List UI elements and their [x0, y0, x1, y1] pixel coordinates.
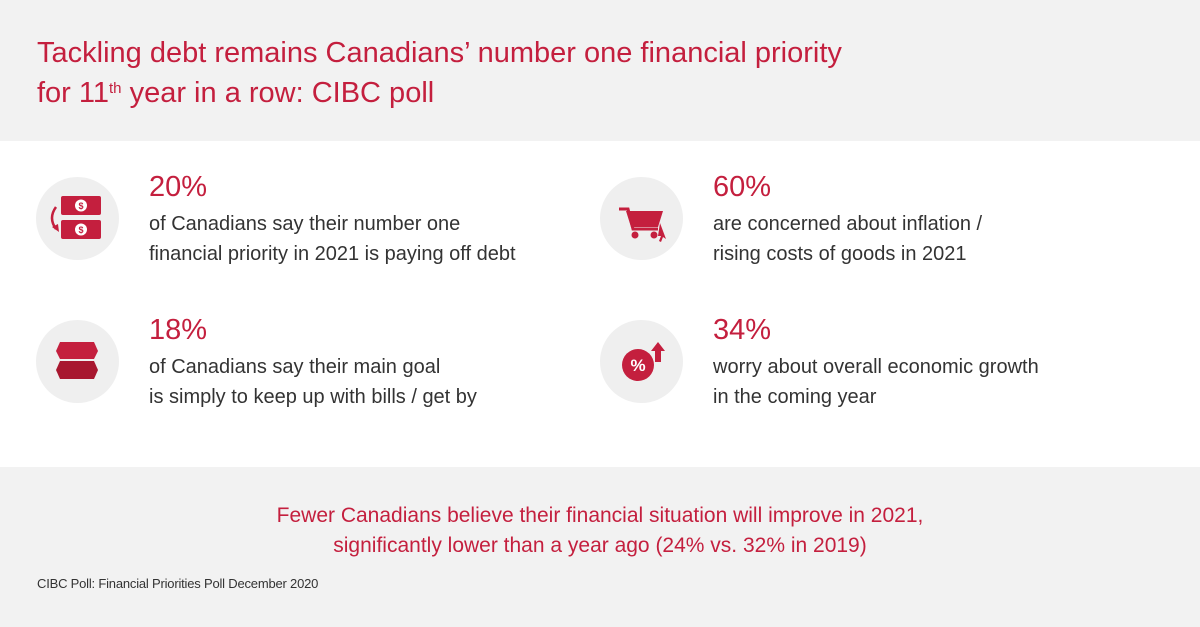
- stat-description: worry about overall economic growth in t…: [713, 352, 1153, 412]
- stat-value: 34%: [713, 314, 772, 346]
- header-panel: Tackling debt remains Canadians’ number …: [0, 0, 1200, 141]
- svg-text:%: %: [630, 356, 645, 375]
- stat-value: 18%: [149, 314, 208, 346]
- shopping-cart-icon: [600, 177, 683, 260]
- stat-description-line-1: worry about overall economic growth: [713, 356, 1039, 378]
- callout-line-2: significantly lower than a year ago (24%…: [333, 534, 867, 557]
- callout-line-1: Fewer Canadians believe their financial …: [276, 504, 924, 527]
- title-superscript: th: [109, 80, 122, 97]
- stat-description: are concerned about inflation / rising c…: [713, 209, 1153, 269]
- svg-text:$: $: [78, 201, 83, 211]
- stat-description-line-2: rising costs of goods in 2021: [713, 243, 967, 265]
- stat-value: 60%: [713, 171, 772, 203]
- stat-description: of Canadians say their number one financ…: [149, 209, 589, 269]
- stat-inflation: 60% are concerned about inflation / risi…: [600, 171, 1120, 277]
- stat-economic-growth: % 34% worry about overall economic growt…: [600, 314, 1120, 420]
- title-line-2-prefix: for 11: [37, 77, 110, 109]
- stat-description-line-2: in the coming year: [713, 386, 877, 408]
- stat-description-line-2: is simply to keep up with bills / get by: [149, 386, 477, 408]
- stat-description-line-1: are concerned about inflation /: [713, 213, 983, 235]
- stat-description-line-2: financial priority in 2021 is paying off…: [149, 243, 516, 265]
- title-line-2-suffix: year in a row: CIBC poll: [121, 77, 435, 109]
- source-note: CIBC Poll: Financial Priorities Poll Dec…: [37, 576, 319, 591]
- percent-growth-icon: %: [600, 320, 683, 403]
- stat-description-line-1: of Canadians say their main goal: [149, 356, 441, 378]
- money-cycle-icon: $ $: [36, 177, 119, 260]
- stat-keep-up-bills: 18% of Canadians say their main goal is …: [36, 314, 556, 420]
- callout-text: Fewer Canadians believe their financial …: [0, 501, 1200, 561]
- bills-icon: [36, 320, 119, 403]
- footer-panel: Fewer Canadians believe their financial …: [0, 467, 1200, 627]
- title-line-1: Tackling debt remains Canadians’ number …: [37, 37, 842, 69]
- page-title: Tackling debt remains Canadians’ number …: [37, 33, 1137, 113]
- stat-description-line-1: of Canadians say their number one: [149, 213, 461, 235]
- stat-debt-priority: $ $ 20% of Canadians say their number on…: [36, 171, 556, 277]
- stat-value: 20%: [149, 171, 208, 203]
- stat-description: of Canadians say their main goal is simp…: [149, 352, 589, 412]
- svg-text:$: $: [78, 225, 83, 235]
